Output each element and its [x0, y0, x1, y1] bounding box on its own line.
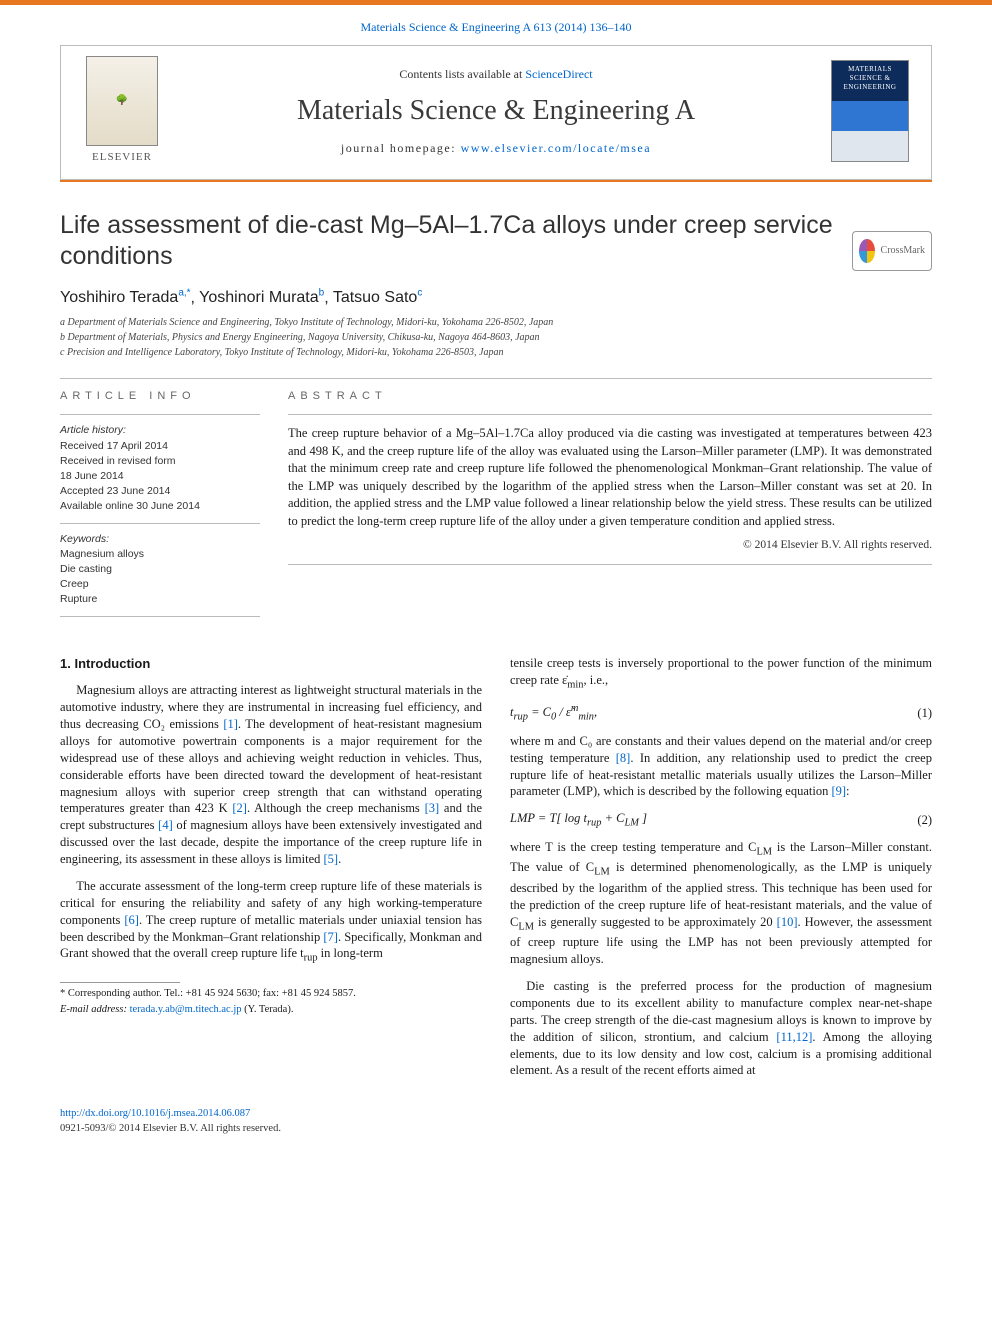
- journal-homepage-line: journal homepage: www.elsevier.com/locat…: [169, 140, 823, 156]
- affiliation: c Precision and Intelligence Laboratory,…: [60, 346, 932, 360]
- equation-1: trup = C0 / ε̇mmin, (1): [510, 702, 932, 725]
- author-aff-link[interactable]: c: [417, 288, 422, 299]
- citation-link[interactable]: [2]: [232, 801, 247, 815]
- corresponding-author-footnote: * Corresponding author. Tel.: +81 45 924…: [60, 982, 482, 1017]
- footer-block: http://dx.doi.org/10.1016/j.msea.2014.06…: [60, 1107, 932, 1135]
- author-aff-link[interactable]: a,*: [178, 288, 190, 299]
- equation-2: LMP = T[ log trup + CLM ] (2): [510, 810, 932, 831]
- citation-link[interactable]: [6]: [124, 913, 139, 927]
- article-info-label: ARTICLE INFO: [60, 389, 260, 404]
- copyright-line: © 2014 Elsevier B.V. All rights reserved…: [288, 538, 932, 554]
- keyword: Magnesium alloys: [60, 547, 260, 562]
- keywords-block: Keywords: Magnesium alloys Die casting C…: [60, 532, 260, 608]
- abstract-label: ABSTRACT: [288, 389, 932, 404]
- header-journal-ref-link[interactable]: Materials Science & Engineering A 613 (2…: [361, 20, 632, 34]
- citation-link[interactable]: [3]: [425, 801, 440, 815]
- paragraph: The accurate assessment of the long-term…: [60, 878, 482, 966]
- body-text: 1. Introduction Magnesium alloys are att…: [60, 655, 932, 1090]
- citation-link[interactable]: [4]: [158, 818, 173, 832]
- paragraph: Die casting is the preferred process for…: [510, 978, 932, 1079]
- journal-header: 🌳 ELSEVIER Contents lists available at S…: [60, 45, 932, 180]
- citation-link[interactable]: [1]: [223, 717, 238, 731]
- citation-link[interactable]: [11,12]: [776, 1030, 812, 1044]
- affiliation: a Department of Materials Science and En…: [60, 316, 932, 330]
- article-title: Life assessment of die-cast Mg–5Al–1.7Ca…: [60, 210, 932, 273]
- author-list: Yoshihiro Teradaa,*, Yoshinori Muratab, …: [60, 287, 932, 309]
- keyword: Creep: [60, 577, 260, 592]
- citation-link[interactable]: [8]: [616, 751, 631, 765]
- paragraph: where m and C₀ are constants and their v…: [510, 733, 932, 801]
- paragraph: tensile creep tests is inversely proport…: [510, 655, 932, 692]
- journal-cover-thumbnail: MATERIALS SCIENCE & ENGINEERING: [831, 60, 909, 162]
- citation-link[interactable]: [7]: [323, 930, 338, 944]
- author: Yoshihiro Teradaa,*: [60, 289, 191, 306]
- sciencedirect-link[interactable]: ScienceDirect: [525, 67, 592, 81]
- keyword: Die casting: [60, 562, 260, 577]
- issn-copyright: 0921-5093/© 2014 Elsevier B.V. All right…: [60, 1122, 932, 1136]
- section-heading-introduction: 1. Introduction: [60, 655, 482, 673]
- keyword: Rupture: [60, 592, 260, 607]
- header-journal-ref: Materials Science & Engineering A 613 (2…: [0, 13, 992, 35]
- author: Yoshinori Muratab: [199, 289, 324, 306]
- paragraph: where T is the creep testing temperature…: [510, 839, 932, 968]
- crossmark-icon: [859, 239, 875, 263]
- doi-link[interactable]: http://dx.doi.org/10.1016/j.msea.2014.06…: [60, 1108, 250, 1119]
- publisher-name: ELSEVIER: [92, 150, 152, 165]
- journal-title: Materials Science & Engineering A: [169, 92, 823, 130]
- article-info-column: ARTICLE INFO Article history: Received 1…: [60, 389, 260, 624]
- affiliations: a Department of Materials Science and En…: [60, 316, 932, 360]
- affiliation: b Department of Materials, Physics and E…: [60, 331, 932, 345]
- citation-link[interactable]: [10]: [777, 915, 798, 929]
- paragraph: Magnesium alloys are attracting interest…: [60, 682, 482, 868]
- article-history: Article history: Received 17 April 2014 …: [60, 423, 260, 514]
- author-aff-link[interactable]: b: [319, 288, 325, 299]
- author: Tatsuo Satoc: [333, 289, 423, 306]
- journal-homepage-link[interactable]: www.elsevier.com/locate/msea: [461, 141, 652, 155]
- contents-available-line: Contents lists available at ScienceDirec…: [169, 66, 823, 82]
- crossmark-badge[interactable]: CrossMark: [852, 231, 932, 271]
- citation-link[interactable]: [9]: [831, 784, 846, 798]
- citation-link[interactable]: [5]: [324, 852, 339, 866]
- abstract-text: The creep rupture behavior of a Mg–5Al–1…: [288, 425, 932, 530]
- abstract-column: ABSTRACT The creep rupture behavior of a…: [288, 389, 932, 624]
- corresponding-email-link[interactable]: terada.y.ab@m.titech.ac.jp: [130, 1004, 242, 1015]
- elsevier-tree-icon: 🌳: [86, 56, 158, 146]
